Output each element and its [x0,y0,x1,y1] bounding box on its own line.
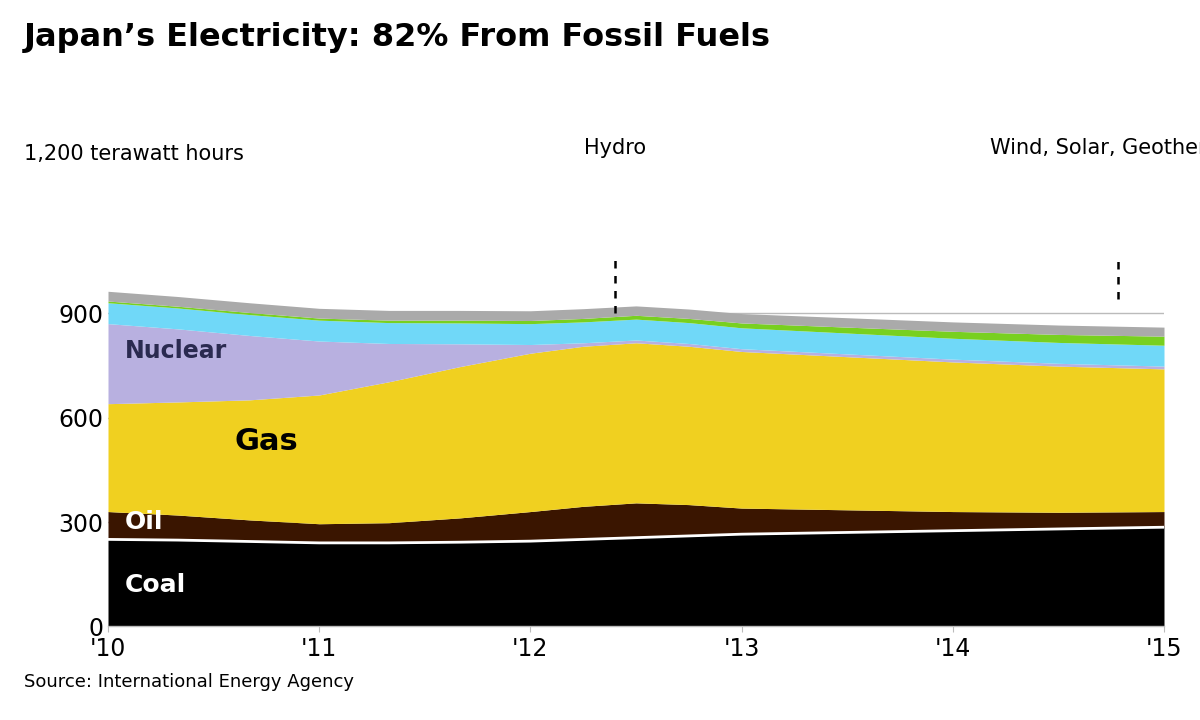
Text: Source: International Energy Agency: Source: International Energy Agency [24,673,354,691]
Text: Wind, Solar, Geothermal: Wind, Solar, Geothermal [990,138,1200,158]
Text: Coal: Coal [125,573,186,598]
Text: Nuclear: Nuclear [125,340,227,364]
Text: Oil: Oil [125,510,163,534]
Text: Gas: Gas [235,428,299,456]
Text: Hydro: Hydro [584,138,646,158]
Text: Japan’s Electricity: 82% From Fossil Fuels: Japan’s Electricity: 82% From Fossil Fue… [24,22,772,53]
Text: 1,200 terawatt hours: 1,200 terawatt hours [24,144,244,164]
